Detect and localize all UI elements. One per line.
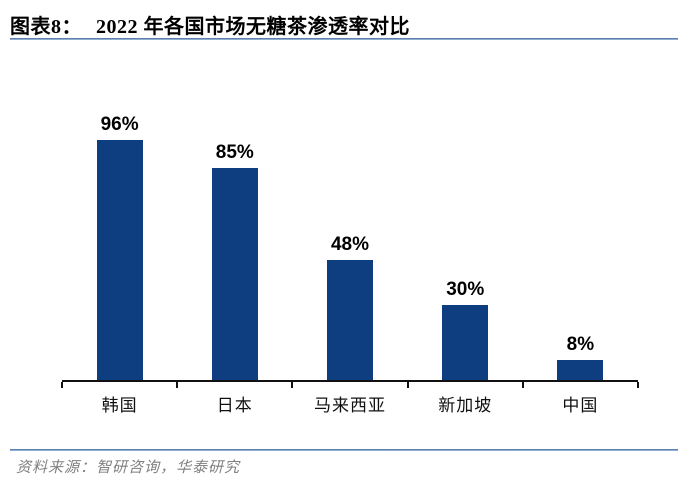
footer-divider-line bbox=[10, 449, 678, 451]
source-note: 资料来源：智研咨询，华泰研究 bbox=[16, 460, 241, 476]
axis-tick bbox=[176, 382, 179, 388]
plot-area: 96% 85% 48% 30% 8% bbox=[62, 115, 638, 382]
bar-value-label: 85% bbox=[215, 141, 254, 163]
bar-value-label: 30% bbox=[446, 279, 485, 300]
figure-title: 图表8： 2022 年各国市场无糖茶渗透率对比 bbox=[10, 10, 678, 39]
bar bbox=[442, 305, 489, 380]
category-label: 马来西亚 bbox=[314, 396, 386, 415]
bar bbox=[211, 167, 258, 380]
axis-tick bbox=[291, 382, 294, 388]
bar-value-label: 48% bbox=[330, 234, 370, 255]
category-label: 中国 bbox=[562, 396, 599, 415]
bar bbox=[557, 360, 604, 380]
figure-title-text: 2022 年各国市场无糖茶渗透率对比 bbox=[96, 16, 410, 38]
figure-number-label: 图表8： bbox=[10, 16, 82, 38]
tick-row bbox=[61, 382, 639, 388]
bar-column: 48% bbox=[292, 130, 407, 380]
axis-tick bbox=[637, 382, 639, 388]
header-divider-line bbox=[10, 38, 678, 40]
bar-value-label: 8% bbox=[566, 334, 595, 355]
bar-column: 8% bbox=[523, 130, 638, 380]
bar-column: 96% bbox=[62, 115, 177, 380]
axis-tick bbox=[406, 382, 409, 388]
bar-column: 30% bbox=[408, 130, 523, 380]
bar bbox=[327, 260, 373, 380]
axis-tick bbox=[521, 382, 524, 388]
category-label: 日本 bbox=[216, 396, 253, 415]
category-label: 新加坡 bbox=[438, 396, 493, 415]
axis-tick bbox=[61, 382, 63, 388]
bar-value-label: 96% bbox=[100, 114, 139, 135]
bar bbox=[96, 140, 143, 380]
category-label: 韩国 bbox=[101, 396, 138, 415]
category-axis: 韩国 日本 马来西亚 新加坡 中国 bbox=[62, 391, 638, 416]
bar-column: 85% bbox=[177, 130, 292, 380]
